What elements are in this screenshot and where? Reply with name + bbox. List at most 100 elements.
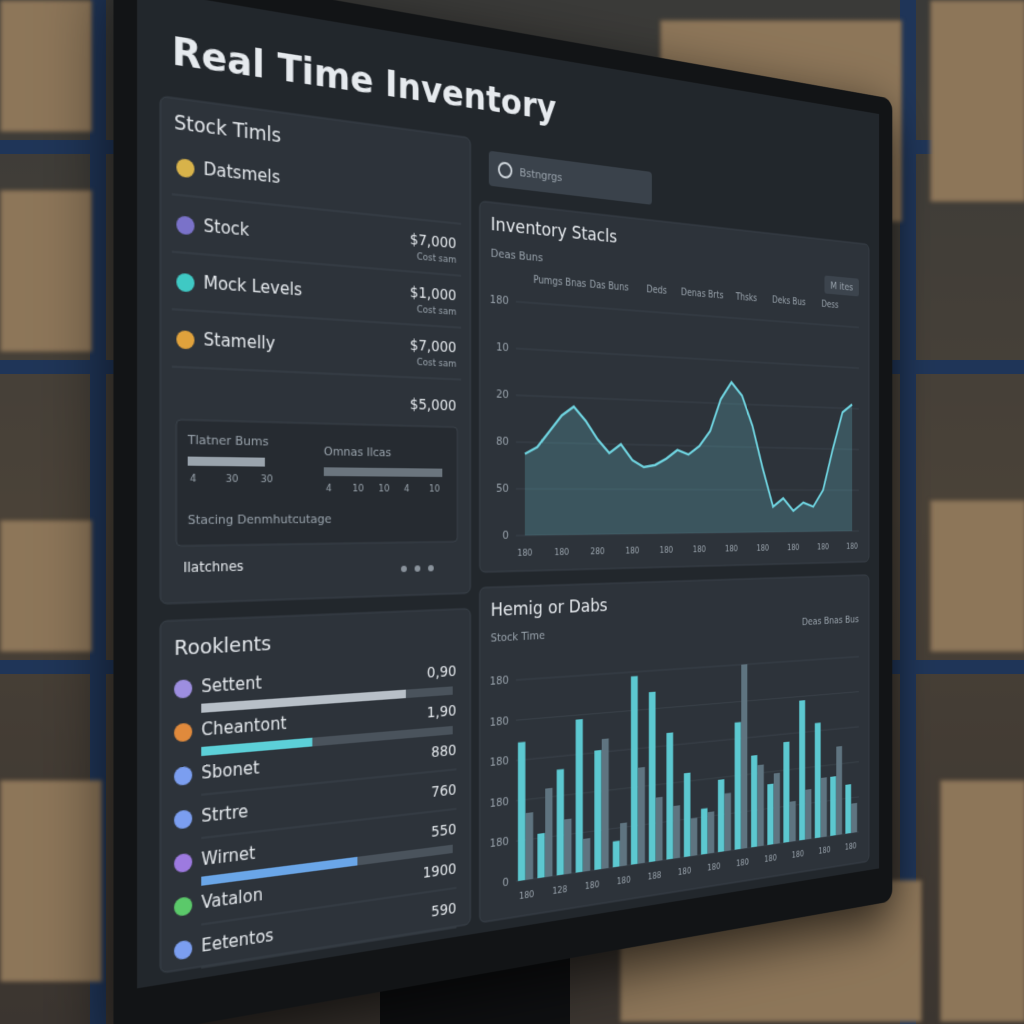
- bar: [601, 738, 609, 869]
- bar: [594, 749, 602, 871]
- box: [0, 780, 102, 982]
- y-tick-label: 0: [502, 875, 508, 889]
- bar: [773, 772, 780, 845]
- bar: [575, 719, 583, 873]
- mini-label: 10: [352, 484, 364, 495]
- bar: [555, 768, 565, 876]
- bar: [638, 766, 645, 864]
- x-tick-label: 180: [817, 544, 829, 553]
- bar: [666, 732, 674, 860]
- item-value: 880: [431, 742, 456, 761]
- bar: [612, 840, 620, 868]
- y-tick-label: 0: [502, 529, 508, 542]
- bar: [517, 741, 526, 882]
- x-tick-label: 280: [590, 548, 605, 558]
- item-value: 760: [431, 782, 456, 801]
- item-label: Stamelly: [203, 330, 275, 354]
- column-header: Thsks: [735, 292, 757, 304]
- mini-label: 4: [190, 474, 197, 485]
- bar: [851, 802, 858, 833]
- x-tick-label: 180: [617, 876, 631, 888]
- column-header: Denas Brts: [681, 287, 723, 301]
- mini-label: 4: [404, 485, 410, 495]
- y-tick-label: 180: [490, 293, 509, 308]
- bar: [845, 784, 852, 834]
- chart-subtitle: Deas Buns: [491, 246, 543, 264]
- box: [930, 0, 1024, 202]
- column-header: Deks Bus: [772, 295, 805, 308]
- bar: [630, 675, 638, 865]
- bar: [783, 741, 790, 843]
- bar: [545, 787, 553, 878]
- column-header: Deds: [646, 284, 666, 296]
- bar: [741, 664, 748, 849]
- item-value: 590: [431, 900, 456, 920]
- panel: [480, 575, 869, 923]
- button-label: M ites: [830, 280, 853, 294]
- panel: [160, 609, 470, 973]
- bar: [836, 746, 843, 836]
- x-tick-label: 180: [764, 854, 777, 865]
- panel: [480, 201, 869, 572]
- item-value: 550: [431, 821, 456, 841]
- monitor: Real Time Inventory Bstngrgs Stock Timls D…: [113, 0, 893, 1024]
- mini-title: Omnas Ilcas: [324, 444, 392, 459]
- x-tick-label: 188: [648, 871, 662, 883]
- shelf-post: [90, 0, 106, 1024]
- x-tick-label: 180: [736, 858, 749, 869]
- bar: [799, 700, 806, 841]
- screen: Real Time Inventory Bstngrgs Stock Timls D…: [137, 0, 880, 989]
- item-value: $5,000: [410, 396, 457, 414]
- x-tick-label: 180: [554, 548, 569, 558]
- button-label[interactable]: Deas Bnas Bus: [802, 613, 859, 627]
- box: [0, 520, 92, 652]
- mini-label: 4: [326, 484, 332, 495]
- y-tick-label: 80: [496, 435, 509, 448]
- chart-subtitle: Stock Time: [491, 629, 546, 645]
- box: [940, 780, 1024, 1022]
- bar: [789, 800, 796, 842]
- mini-label: 30: [226, 475, 239, 486]
- bar: [525, 812, 534, 880]
- bar: [724, 792, 731, 852]
- bar: [717, 779, 725, 853]
- bar: [820, 777, 827, 838]
- item-value: 0,90: [427, 663, 456, 681]
- bar: [814, 722, 821, 839]
- y-tick-label: 180: [490, 673, 509, 687]
- x-tick-label: 180: [792, 850, 804, 861]
- item-label: Settent: [201, 673, 262, 697]
- link[interactable]: Ilatchnes: [183, 559, 243, 576]
- x-tick-label: 180: [725, 545, 738, 554]
- bar: [683, 772, 691, 858]
- item-sub: Cost sam: [417, 358, 457, 370]
- column-header: Pumgs Bnas: [533, 275, 586, 290]
- item-value: 1900: [423, 861, 457, 882]
- item-value: 1,90: [427, 703, 456, 722]
- item-value: $7,000: [410, 337, 457, 356]
- bar: [830, 776, 836, 837]
- x-tick-label: 180: [756, 545, 769, 554]
- item-value: $7,000: [410, 231, 457, 252]
- y-tick-label: 20: [496, 387, 509, 401]
- y-tick-label: 180: [490, 795, 509, 810]
- shelf-post: [900, 0, 916, 1024]
- bar: [655, 796, 663, 862]
- y-tick-label: 180: [490, 714, 509, 729]
- bar: [757, 764, 764, 847]
- x-tick-label: 180: [659, 546, 673, 556]
- bar: [620, 822, 627, 867]
- bar: [701, 808, 708, 855]
- box: [0, 0, 92, 132]
- box: [930, 500, 1024, 652]
- mini-title: Tlatner Bums: [187, 433, 269, 449]
- x-tick-label: 128: [552, 885, 567, 897]
- x-tick-label: 180: [585, 881, 600, 893]
- item-label: Stock: [203, 216, 249, 240]
- search-box[interactable]: [488, 150, 652, 205]
- x-tick-label: 180: [519, 890, 534, 902]
- bar: [767, 783, 774, 846]
- mini-bar: [187, 456, 265, 467]
